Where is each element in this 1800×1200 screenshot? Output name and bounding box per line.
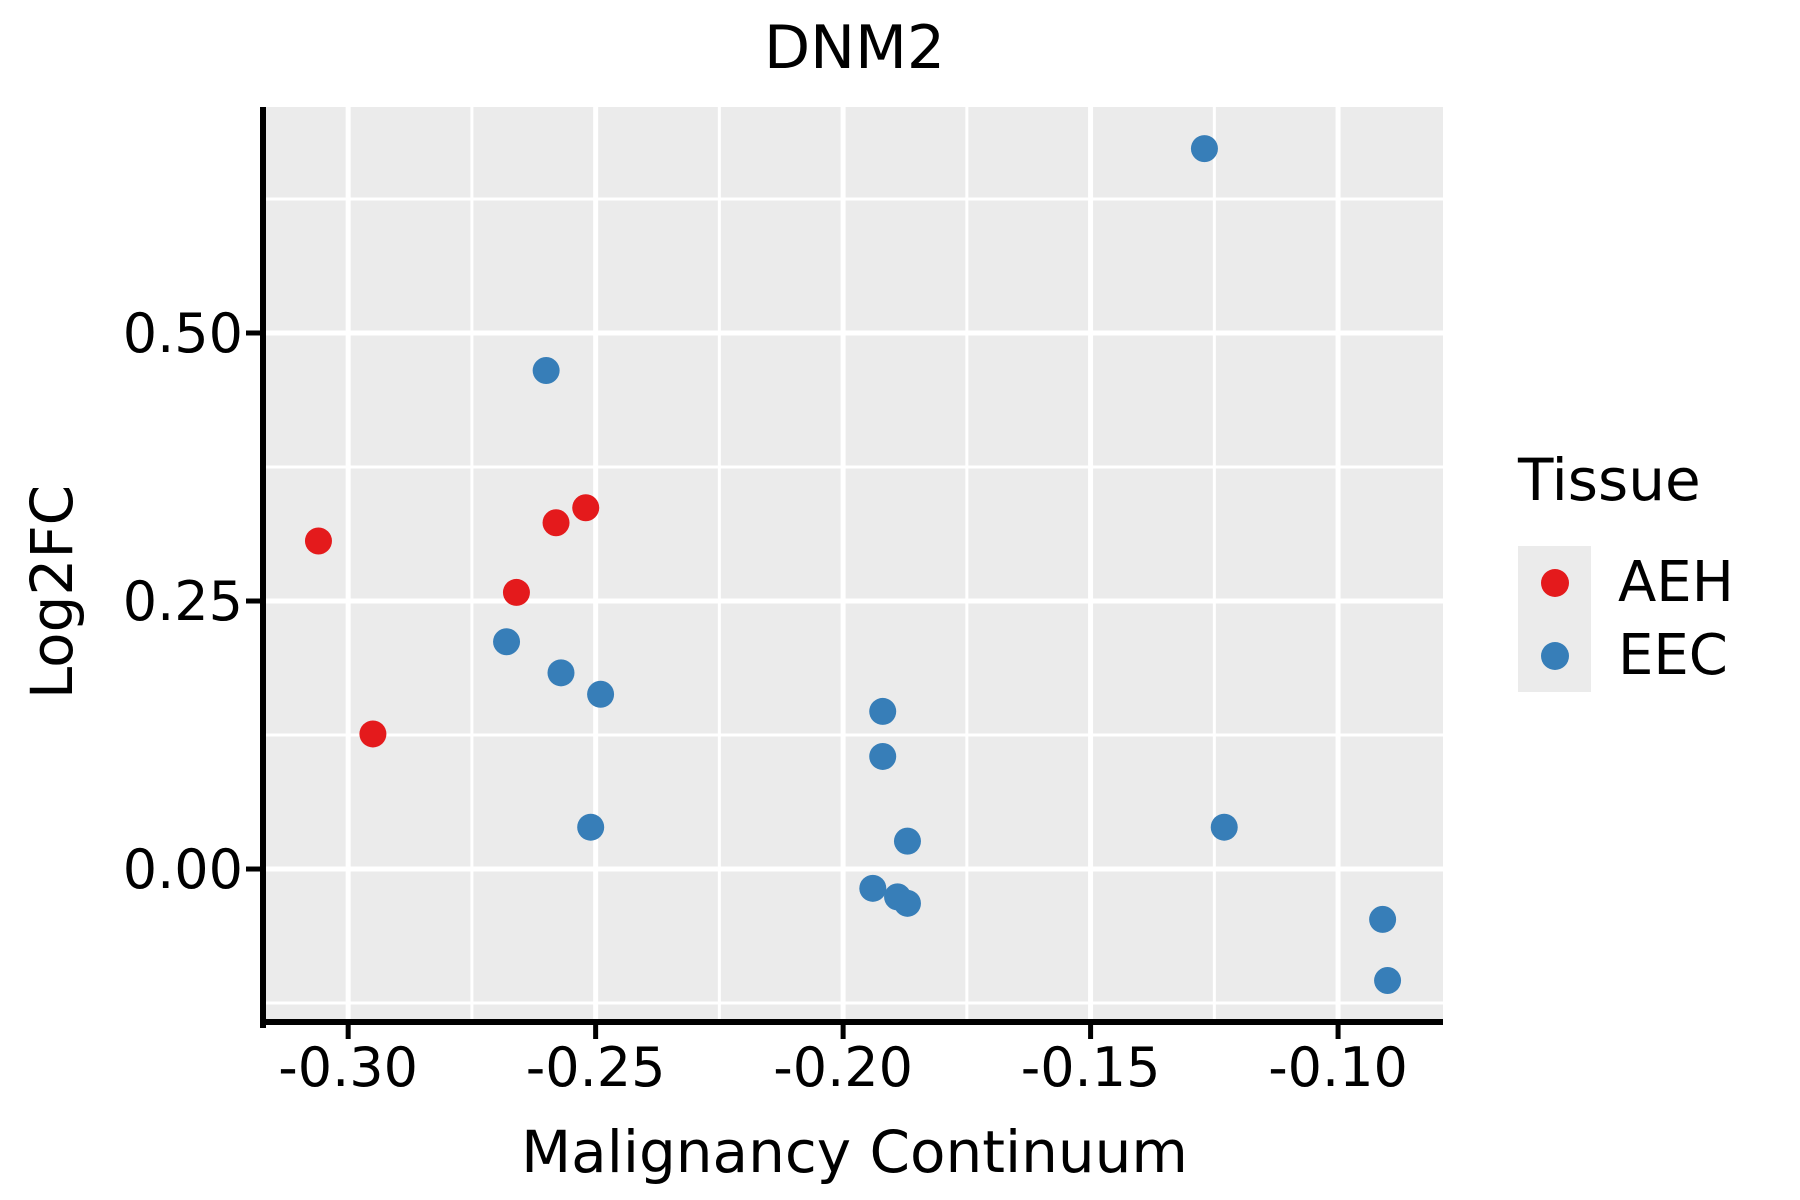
legend-label-eec: EEC [1618, 623, 1728, 688]
y-tick [246, 330, 260, 336]
data-point-eec [577, 813, 605, 841]
data-point-eec [547, 659, 575, 687]
y-tick [246, 866, 260, 872]
data-point-eec [893, 827, 921, 855]
y-axis-title: Log2FC [18, 484, 86, 700]
legend-key-aeh [1518, 546, 1591, 619]
eec-point-icon [1540, 641, 1569, 670]
x-tick [1088, 1025, 1094, 1039]
legend-entry-eec: EEC [1518, 619, 1734, 692]
y-tick [246, 598, 260, 604]
x-tick [593, 1025, 599, 1039]
legend-label-aeh: AEH [1618, 550, 1734, 615]
plot-title: DNM2 [763, 13, 946, 83]
x-tick-label: -0.25 [526, 1036, 666, 1099]
aeh-point-icon [1540, 568, 1569, 597]
x-tick-label: -0.20 [773, 1036, 913, 1099]
data-point-eec [869, 742, 897, 770]
x-tick [840, 1025, 846, 1039]
x-tick-label: -0.15 [1021, 1036, 1161, 1099]
panel-background [266, 107, 1443, 1022]
legend: Tissue AEH EEC [1518, 444, 1734, 692]
data-point-eec [1374, 967, 1402, 995]
y-tick-label: 0.25 [123, 570, 243, 633]
data-point-eec [532, 357, 560, 385]
data-point-aeh [359, 720, 387, 748]
x-tick-label: -0.10 [1268, 1036, 1408, 1099]
data-point-eec [493, 628, 521, 656]
data-point-aeh [502, 578, 530, 606]
legend-entry-aeh: AEH [1518, 546, 1734, 619]
data-point-eec [1190, 135, 1218, 163]
x-tick-label: -0.30 [278, 1036, 418, 1099]
x-tick [1335, 1025, 1341, 1039]
legend-key-eec [1518, 619, 1591, 692]
data-point-aeh [572, 494, 600, 522]
x-tick [345, 1025, 351, 1039]
legend-title: Tissue [1518, 446, 1701, 514]
data-point-eec [1369, 905, 1397, 933]
data-point-aeh [304, 527, 332, 555]
data-point-eec [587, 680, 615, 708]
data-point-aeh [542, 509, 570, 537]
data-point-eec [869, 697, 897, 725]
y-axis-line [260, 107, 266, 1028]
y-tick-label: 0.50 [123, 302, 243, 365]
y-tick-label: 0.00 [123, 838, 243, 901]
x-axis-line [260, 1019, 1443, 1025]
data-point-eec [1210, 813, 1238, 841]
data-point-eec [859, 874, 887, 902]
data-point-eec [893, 889, 921, 917]
x-axis-title: Malignancy Continuum [521, 1118, 1188, 1186]
